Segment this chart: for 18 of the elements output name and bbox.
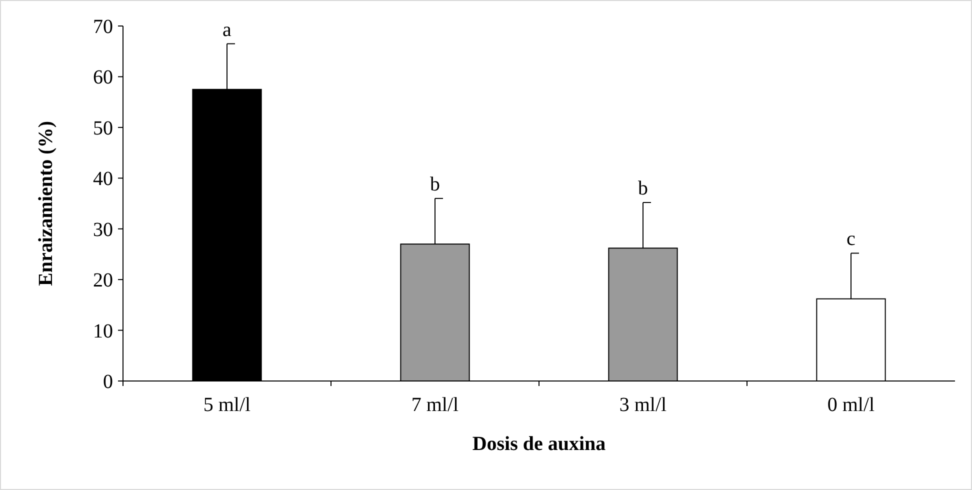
x-axis-title: Dosis de auxina: [472, 433, 606, 455]
y-tick-label: 0: [103, 371, 113, 393]
y-tick-label: 10: [93, 320, 113, 342]
annotation: a: [222, 18, 232, 41]
y-tick-label: 60: [93, 66, 113, 89]
x-tick-label: 0 ml/l: [827, 394, 876, 416]
y-tick-label: 20: [93, 270, 113, 292]
y-tick-label: 50: [93, 117, 113, 140]
y-tick-label: 70: [93, 16, 113, 38]
x-tick-label: 5 ml/l: [203, 394, 252, 416]
y-tick-label: 30: [93, 218, 113, 241]
x-tick-label: 3 ml/l: [619, 394, 668, 416]
x-tick-label: 7 ml/l: [411, 394, 460, 416]
annotation: c: [846, 228, 856, 250]
annotation: b: [430, 173, 440, 196]
y-tick-label: 40: [93, 168, 113, 190]
annotation: b: [638, 177, 648, 200]
y-axis-title: Enraizamiento (%): [35, 121, 57, 286]
